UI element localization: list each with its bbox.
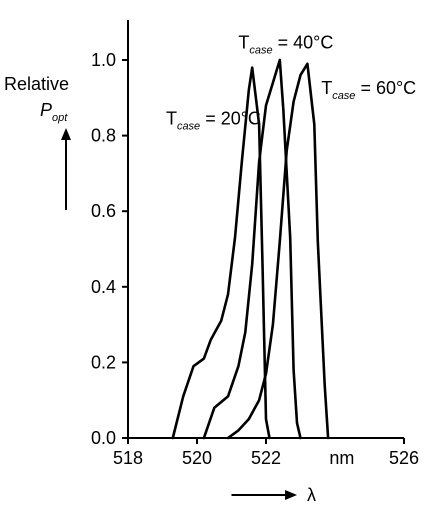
labels-layer: 0.0 0.2 0.4 0.6 0.8 1.0 518 520 522 526 nmλ Relativ… bbox=[4, 33, 419, 505]
y-arrow-head bbox=[61, 128, 71, 140]
axes-group bbox=[61, 20, 405, 500]
series-layer bbox=[171, 58, 330, 440]
y-tick-label: 0.2 bbox=[91, 352, 116, 372]
series-line-0 bbox=[171, 66, 271, 440]
x-tick-label: 520 bbox=[182, 448, 212, 468]
x-tick-label: 526 bbox=[389, 448, 419, 468]
y-axis-label-line1: Relative bbox=[4, 74, 69, 94]
y-tick-label: 1.0 bbox=[91, 50, 116, 70]
x-unit-label: nm bbox=[329, 448, 354, 468]
series-line-1 bbox=[202, 58, 302, 440]
y-tick-label: 0.0 bbox=[91, 428, 116, 448]
series-annotation-2: Tcase = 60°C bbox=[321, 78, 416, 102]
x-arrow-head bbox=[285, 490, 298, 500]
y-axis-label-symbol: Popt bbox=[40, 100, 68, 124]
x-tick-label: 518 bbox=[113, 448, 143, 468]
y-tick-label: 0.6 bbox=[91, 201, 116, 221]
y-tick-label: 0.8 bbox=[91, 126, 116, 146]
series-line-2 bbox=[226, 62, 330, 440]
series-annotation-0: Tcase = 20°C bbox=[166, 108, 261, 132]
y-tick-label: 0.4 bbox=[91, 277, 116, 297]
x-tick-label: 522 bbox=[251, 448, 281, 468]
x-axis-label: λ bbox=[307, 485, 316, 505]
series-annotation-1: Tcase = 40°C bbox=[238, 33, 333, 57]
